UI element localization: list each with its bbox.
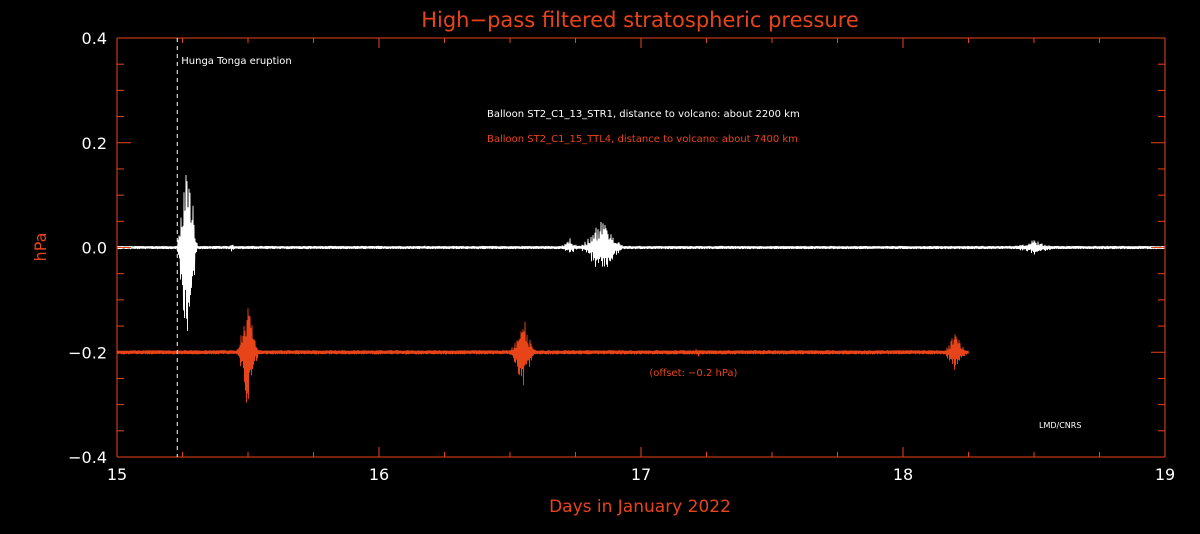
series-line-2 — [116, 308, 969, 403]
series-group — [116, 174, 1166, 403]
legend-series-2: Balloon ST2_C1_15_TTL4, distance to volc… — [487, 134, 798, 145]
y-tick-label: −0.4 — [68, 448, 107, 467]
y-tick-label: 0.2 — [82, 134, 107, 153]
chart-title: High−pass filtered stratospheric pressur… — [421, 8, 859, 32]
y-tick-label: 0.0 — [82, 239, 107, 258]
x-axis-label: Days in January 2022 — [549, 497, 731, 517]
y-tick-label: −0.2 — [68, 343, 107, 362]
legend-series-1: Balloon ST2_C1_13_STR1, distance to volc… — [487, 109, 800, 120]
x-tick-label: 17 — [631, 465, 651, 484]
series-line-1 — [116, 174, 1166, 331]
x-tick-label: 18 — [893, 465, 913, 484]
offset-annotation: (offset: −0.2 hPa) — [649, 368, 737, 379]
x-tick-label: 16 — [369, 465, 389, 484]
axes-group: 15 16 17 18 19 0.4 0.2 0.0 −0.2 −0.4 — [68, 29, 1175, 484]
x-tick-label: 15 — [107, 465, 127, 484]
credit-annotation: LMD/CNRS — [1039, 421, 1081, 430]
eruption-label: Hunga Tonga eruption — [181, 56, 291, 67]
x-tick-label: 19 — [1155, 465, 1175, 484]
y-axis-label: hPa — [31, 233, 50, 262]
y-tick-label: 0.4 — [82, 29, 107, 48]
